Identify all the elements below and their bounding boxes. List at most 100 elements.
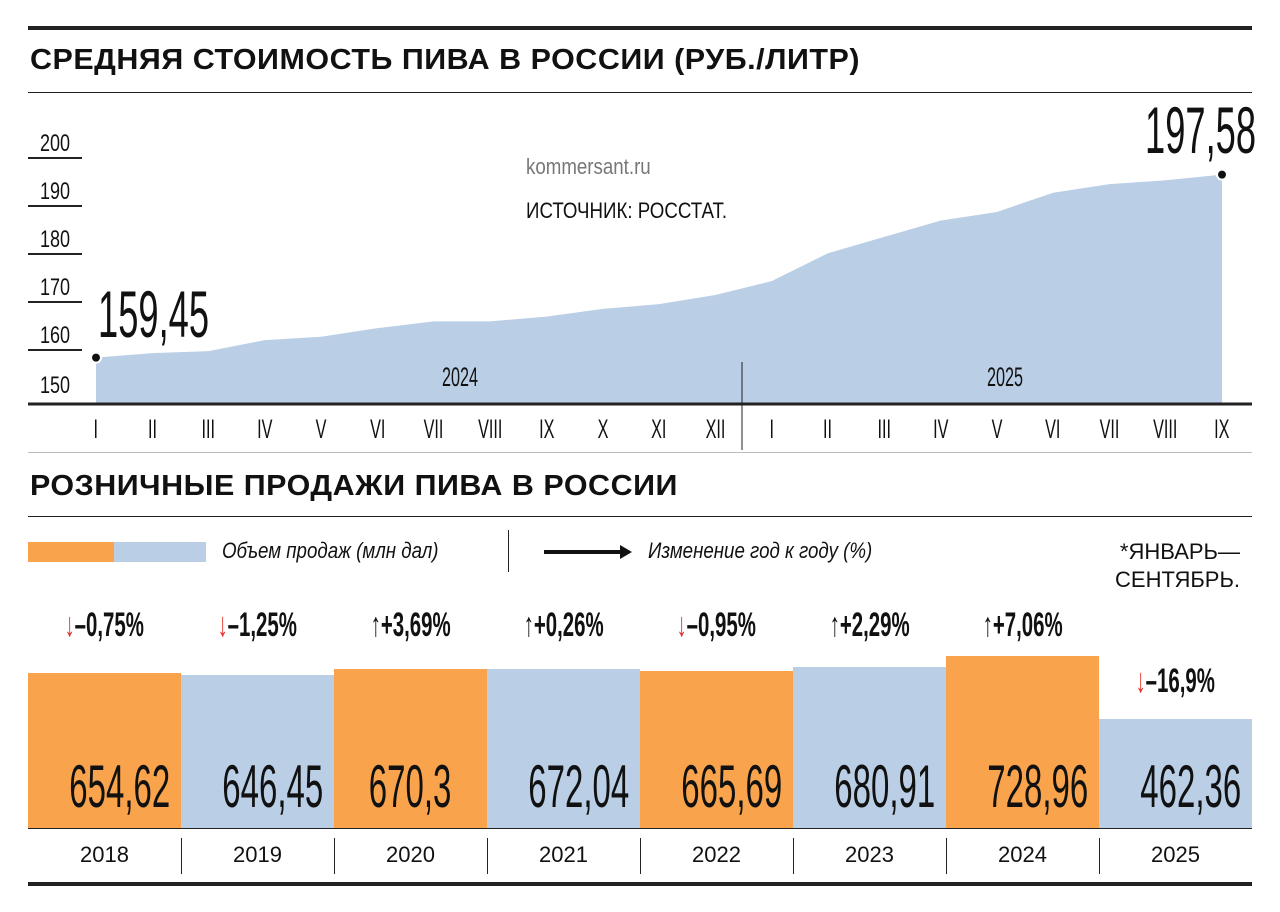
x-tick-label: X bbox=[597, 414, 609, 444]
change-value: –16,9% bbox=[1145, 662, 1216, 700]
year-separator bbox=[946, 838, 947, 874]
bar-value-label: 670,3 bbox=[369, 753, 452, 820]
year-label: 2022 bbox=[692, 842, 741, 867]
change-label: ↓–16,9% bbox=[1099, 662, 1252, 701]
bar-value-label: 728,96 bbox=[987, 753, 1089, 820]
legend-swatch-orange bbox=[28, 542, 114, 562]
x-tick-label: V bbox=[315, 414, 327, 444]
arrow-up-icon: ↑ bbox=[982, 606, 993, 644]
year-label-2025: 2025 bbox=[986, 362, 1024, 392]
bar-2019 bbox=[181, 675, 334, 828]
y-tick-label: 150 bbox=[40, 372, 71, 399]
y-tick-label: 170 bbox=[28, 275, 82, 303]
x-tick-label: I bbox=[93, 414, 99, 444]
x-tick-label: VIII bbox=[477, 414, 503, 444]
bar-value-label: 680,91 bbox=[834, 753, 936, 820]
year-separator bbox=[640, 838, 641, 874]
sales-chart-title: РОЗНИЧНЫЕ ПРОДАЖИ ПИВА В РОССИИ bbox=[30, 470, 678, 502]
x-tick-label: VII bbox=[1099, 414, 1120, 444]
change-value: +3,69% bbox=[380, 606, 451, 644]
bar-2018 bbox=[28, 673, 181, 828]
x-tick-label: IX bbox=[538, 414, 555, 444]
year-label: 2019 bbox=[233, 842, 282, 867]
legend-divider bbox=[508, 530, 509, 572]
top-rule bbox=[28, 26, 1252, 30]
legend-volume: Объем продаж (млн дал) bbox=[222, 538, 439, 563]
title-divider bbox=[28, 92, 1252, 93]
bottom-rule bbox=[28, 882, 1252, 886]
x-tick-label: V bbox=[991, 414, 1003, 444]
bar-2022 bbox=[640, 670, 793, 828]
change-value: –0,75% bbox=[74, 606, 145, 644]
change-label: ↓–0,75% bbox=[28, 606, 181, 645]
watermark: kommersant.ru bbox=[526, 154, 651, 179]
y-tick-label: 190 bbox=[28, 179, 82, 207]
bar-value-label: 646,45 bbox=[222, 753, 324, 820]
x-tick-label: IV bbox=[257, 414, 273, 444]
price-point bbox=[1216, 168, 1228, 181]
bar-2023 bbox=[793, 666, 946, 828]
x-tick-label: VII bbox=[423, 414, 444, 444]
source-note: ИСТОЧНИК: РОССТАТ. bbox=[526, 198, 728, 223]
arrow-down-icon: ↓ bbox=[1135, 662, 1146, 700]
x-tick-label: XI bbox=[651, 414, 667, 444]
year-separator bbox=[793, 838, 794, 874]
year-label: 2025 bbox=[1151, 842, 1200, 867]
x-tick-label: II bbox=[147, 414, 157, 444]
bar-value-label: 665,69 bbox=[681, 753, 783, 820]
arrow-down-icon: ↓ bbox=[217, 606, 228, 644]
x-tick-label: VI bbox=[1045, 414, 1061, 444]
bar-value-label: 462,36 bbox=[1140, 753, 1242, 820]
price-area bbox=[96, 174, 1222, 403]
footnote-line-1: *ЯНВАРЬ— bbox=[1119, 539, 1240, 564]
change-value: +7,06% bbox=[992, 606, 1063, 644]
year-label-2024: 2024 bbox=[441, 362, 479, 392]
price-area-chart bbox=[28, 168, 1252, 450]
months-divider bbox=[28, 452, 1252, 453]
y-tick-label: 160 bbox=[28, 323, 82, 351]
year-label: 2024 bbox=[998, 842, 1047, 867]
end-value-label: 197,58 bbox=[1145, 93, 1257, 167]
x-tick-label: III bbox=[201, 414, 216, 444]
change-label: ↑+0,26% bbox=[487, 606, 640, 645]
legend-swatch-blue bbox=[114, 542, 206, 562]
x-tick-label: IV bbox=[932, 414, 949, 444]
x-tick-label: II bbox=[823, 414, 833, 444]
change-value: –0,95% bbox=[686, 606, 757, 644]
year-label: 2020 bbox=[386, 842, 435, 867]
change-label: ↑+7,06% bbox=[946, 606, 1099, 645]
change-value: +0,26% bbox=[533, 606, 604, 644]
y-tick-label: 180 bbox=[28, 227, 82, 255]
start-value-label: 159,45 bbox=[98, 277, 210, 351]
year-separator bbox=[487, 838, 488, 874]
footnote-line-2: СЕНТЯБРЬ. bbox=[1115, 567, 1240, 592]
x-tick-label: III bbox=[877, 414, 891, 444]
x-tick-label: VIII bbox=[1153, 414, 1178, 444]
change-value: +2,29% bbox=[839, 606, 910, 644]
bar-2020 bbox=[334, 669, 487, 828]
year-separator bbox=[1099, 838, 1100, 874]
change-value: –1,25% bbox=[227, 606, 298, 644]
change-label: ↑+2,29% bbox=[793, 606, 946, 645]
x-tick-label: IX bbox=[1214, 414, 1230, 444]
price-chart-title: СРЕДНЯЯ СТОИМОСТЬ ПИВА В РОССИИ (РУБ./ЛИ… bbox=[30, 44, 861, 76]
title2-divider bbox=[28, 516, 1252, 517]
legend-arrow-icon bbox=[544, 545, 632, 559]
bar-2025 bbox=[1099, 718, 1252, 828]
arrow-down-icon: ↓ bbox=[676, 606, 687, 644]
bar-value-label: 654,62 bbox=[69, 753, 171, 820]
change-label: ↓–1,25% bbox=[181, 606, 334, 645]
legend-change: Изменение год к году (%) bbox=[648, 538, 873, 563]
change-label: ↓–0,95% bbox=[640, 606, 793, 645]
x-tick-label: I bbox=[769, 414, 774, 444]
bar-2021 bbox=[487, 669, 640, 828]
bar-value-label: 672,04 bbox=[528, 753, 630, 820]
price-point bbox=[90, 351, 102, 364]
year-separator bbox=[334, 838, 335, 874]
arrow-up-icon: ↑ bbox=[829, 606, 840, 644]
bar-2024 bbox=[946, 655, 1099, 828]
year-separator bbox=[181, 838, 182, 874]
year-label: 2023 bbox=[845, 842, 894, 867]
bars-baseline bbox=[28, 828, 1252, 829]
